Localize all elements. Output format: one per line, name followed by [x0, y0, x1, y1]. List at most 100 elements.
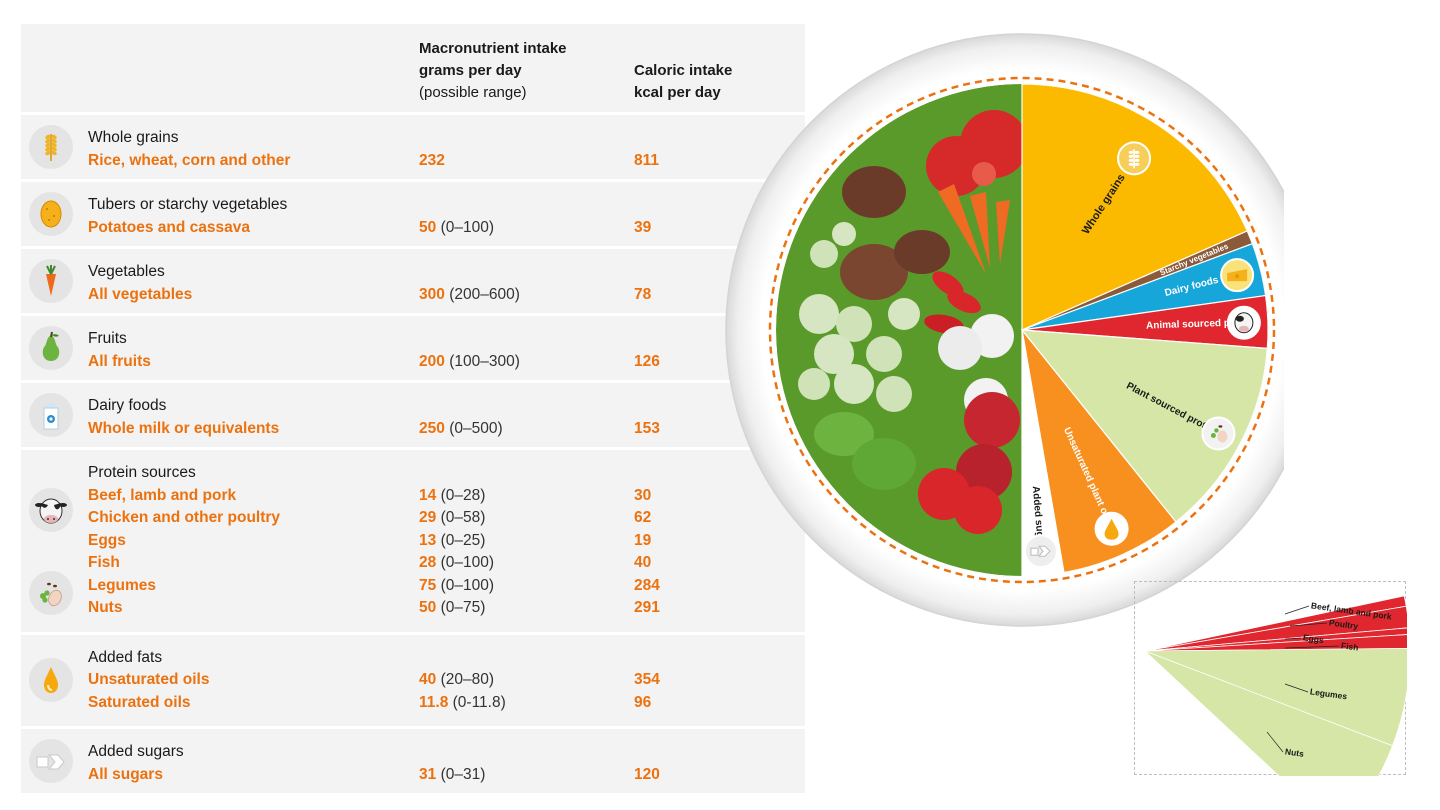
grams-value-cell: 28 (0–100) [419, 552, 494, 575]
fish-label: Fish [1340, 640, 1359, 652]
wheat-icon [29, 125, 73, 169]
food-item-label: Saturated oils [88, 693, 191, 711]
leader-line [1284, 637, 1302, 640]
nutrition-table: Macronutrient intake grams per day (poss… [21, 24, 805, 796]
grams-value: 50 [419, 599, 437, 616]
leader-line [1284, 645, 1340, 649]
grams-value: 14 [419, 486, 437, 504]
grams-value: 50 [419, 218, 437, 236]
grams-value-cell: 75 (0–100) [419, 575, 494, 598]
food-item-label: Unsaturated oils [88, 671, 210, 688]
poultry-label: Poultry [1328, 617, 1359, 631]
sugar-cubes-icon [29, 739, 73, 783]
grams-header-sub: (possible range) [419, 84, 527, 101]
kcal-value: 120 [634, 765, 660, 783]
food-item-label: Legumes [88, 576, 157, 594]
food-item-label: Eggs [88, 531, 126, 549]
row-labels: Fruits All fruits [88, 328, 151, 373]
leader-line [1289, 622, 1328, 627]
grams-value: 13 [419, 531, 437, 549]
kcal-value: 354 [634, 671, 660, 688]
plate-dashed-ring [768, 76, 1276, 584]
food-item-label: Potatoes and cassava [88, 218, 250, 236]
row-labels: Tubers or starchy vegetables Potatoes and… [88, 194, 287, 239]
grams-value: 29 [419, 509, 437, 526]
grams-range: (0–100) [440, 576, 494, 594]
grams-range: (0–100) [440, 554, 494, 571]
legumes-icon [1201, 416, 1236, 451]
kcal-value: 78 [634, 285, 652, 303]
food-item-label: Rice, wheat, corn and other [88, 151, 291, 169]
eggs-label: Eggs [1302, 632, 1324, 645]
row-labels: Protein sources Beef, lamb and pork Chicke… [88, 462, 280, 620]
grams-value-cell: 11.8 (0-11.8) [419, 692, 506, 715]
grams-value-cell: 31 (0–31) [419, 764, 485, 787]
leader-line [1266, 731, 1284, 753]
kcal-value: 291 [634, 599, 660, 616]
table-row: Tubers or starchy vegetables Potatoes and… [21, 182, 805, 246]
grams-value-cell: 13 (0–25) [419, 530, 485, 553]
grams-range: (0–28) [440, 486, 486, 504]
food-item-label: All fruits [88, 352, 151, 370]
cow-icon [1226, 305, 1261, 340]
grams-value-cell: 14 (0–28) [419, 485, 485, 508]
table-row: Added fats Unsaturated oils Saturated oils… [21, 634, 805, 726]
oil-drop-icon [1094, 511, 1129, 546]
cow-icon [29, 488, 73, 532]
grams-range: (0–31) [440, 765, 486, 783]
table-row: Protein sources Beef, lamb and pork Chicke… [21, 450, 805, 632]
wheat-icon [1117, 141, 1152, 176]
grams-value-cell: 250 (0–500) [419, 418, 503, 441]
grams-value-cell: 29 (0–58) [419, 507, 485, 530]
nuts-label: Nuts [1284, 746, 1304, 759]
food-item-label: Fish [88, 554, 120, 571]
kcal-value: 284 [634, 576, 660, 594]
row-labels: Vegetables All vegetables [88, 261, 192, 306]
grams-value: 300 [419, 285, 445, 303]
kcal-value: 30 [634, 486, 652, 504]
pear-icon [29, 326, 73, 370]
category-label: Vegetables [88, 263, 165, 280]
row-labels: Added sugars All sugars [88, 741, 184, 786]
category-label: Added fats [88, 648, 163, 666]
kcal-header-unit: kcal per day [634, 84, 721, 101]
grams-value: 250 [419, 419, 445, 437]
grams-range: (0–25) [440, 531, 486, 549]
carrot-icon [29, 259, 73, 303]
category-label: Protein sources [88, 464, 196, 481]
leader-line [1284, 683, 1309, 693]
table-row: Whole grains Rice, wheat, corn and other 2… [21, 115, 805, 179]
grams-range: (0–75) [440, 599, 486, 616]
fish-slice [1144, 634, 1407, 652]
food-item-label: All sugars [88, 765, 163, 783]
grams-header-unit: grams per day [419, 62, 522, 79]
grams-value: 11.8 [419, 693, 449, 711]
category-label: Fruits [88, 330, 127, 347]
kcal-header-title: Caloric intake [634, 62, 733, 79]
row-labels: Added fats Unsaturated oils Saturated oils [88, 647, 209, 715]
kcal-value: 811 [634, 151, 660, 169]
oil-drop-icon [29, 658, 73, 703]
row-labels: Dairy foods Whole milk or equivalents [88, 395, 279, 440]
potato-icon [29, 192, 73, 236]
legumes-icon [29, 571, 73, 615]
category-label: Whole grains [88, 129, 179, 146]
kcal-value: 153 [634, 419, 660, 437]
grams-value-cell: 50 (0–100) [419, 217, 494, 240]
grams-value: 75 [419, 576, 437, 594]
grams-value: 31 [419, 765, 437, 783]
kcal-value: 126 [634, 352, 660, 370]
grams-value-cell: 40 (20–80) [419, 669, 494, 692]
food-item-label: All vegetables [88, 285, 193, 303]
category-label: Added sugars [88, 743, 184, 760]
leader-line [1284, 605, 1310, 615]
protein-breakdown-chart: Beef, lamb and porkPoultryEggsFishLegume… [1144, 595, 1407, 776]
grams-value-cell: 232 [419, 150, 445, 173]
row-labels: Whole grains Rice, wheat, corn and other [88, 127, 290, 172]
poultry-slice [1144, 605, 1407, 652]
category-label: Dairy foods [88, 397, 167, 414]
kcal-value: 39 [634, 218, 652, 236]
table-row: Added sugars All sugars 31 (0–31) 120 [21, 729, 805, 793]
table-row: Dairy foods Whole milk or equivalents 250 … [21, 383, 805, 447]
